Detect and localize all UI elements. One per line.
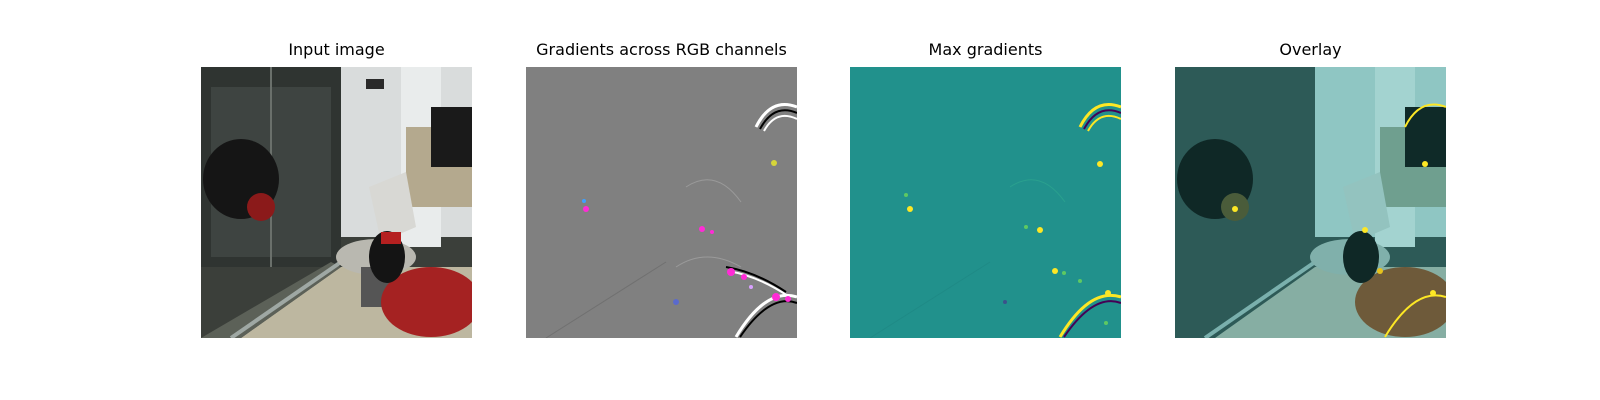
panel-title-input-image: Input image — [288, 40, 385, 59]
panel-title-overlay: Overlay — [1279, 40, 1342, 59]
max-gradients-heatmap — [850, 67, 1121, 338]
overlay-image — [1175, 67, 1446, 338]
panel-title-rgb-gradients: Gradients across RGB channels — [536, 40, 787, 59]
panel-title-max-gradients: Max gradients — [928, 40, 1043, 59]
input-image — [201, 67, 472, 338]
rgb-gradients-image — [526, 67, 797, 338]
